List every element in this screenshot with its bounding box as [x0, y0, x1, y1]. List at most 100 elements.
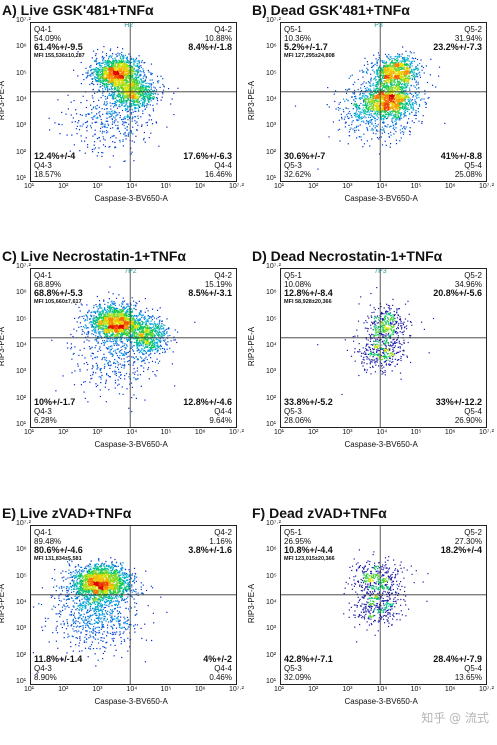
event-point — [88, 70, 89, 71]
event-point — [87, 125, 88, 126]
event-point — [360, 103, 361, 104]
event-point — [93, 51, 94, 52]
event-point — [396, 120, 397, 121]
event-point — [110, 61, 111, 62]
event-point — [373, 90, 374, 91]
event-point — [116, 63, 117, 64]
event-point — [362, 70, 363, 71]
event-point — [363, 101, 364, 102]
event-point — [114, 112, 115, 113]
event-point — [416, 68, 417, 69]
event-point — [416, 81, 417, 82]
event-point — [417, 76, 418, 77]
event-point — [403, 69, 404, 70]
event-point — [102, 93, 103, 94]
event-point — [162, 78, 163, 79]
event-point — [81, 83, 82, 84]
event-point — [329, 106, 330, 107]
event-point — [390, 108, 391, 109]
event-point — [128, 62, 129, 63]
event-point — [401, 88, 402, 89]
event-point — [346, 114, 347, 115]
event-point — [147, 95, 148, 96]
event-point — [370, 122, 371, 123]
event-point — [132, 100, 133, 101]
event-point — [112, 53, 113, 54]
event-point — [359, 113, 360, 114]
event-point — [419, 105, 420, 106]
event-point — [153, 82, 154, 83]
event-point — [86, 137, 87, 138]
event-point — [401, 63, 402, 64]
event-point — [104, 85, 105, 86]
event-point — [160, 87, 161, 88]
event-point — [122, 95, 123, 96]
event-point — [395, 79, 396, 80]
event-point — [148, 70, 149, 71]
event-point — [119, 55, 120, 56]
event-point — [383, 119, 384, 120]
event-point — [378, 52, 379, 53]
event-point — [367, 61, 368, 62]
event-point — [364, 96, 365, 97]
event-point — [114, 105, 115, 106]
event-point — [97, 74, 98, 75]
event-point — [108, 58, 109, 59]
event-point — [72, 122, 73, 123]
event-point — [92, 57, 93, 58]
event-point — [409, 79, 410, 80]
event-point — [118, 69, 119, 70]
event-point — [142, 60, 143, 61]
event-point — [417, 65, 418, 66]
event-point — [140, 90, 141, 91]
event-point — [406, 70, 407, 71]
event-point — [116, 66, 117, 67]
event-point — [375, 120, 376, 121]
event-point — [390, 81, 391, 82]
event-point — [133, 67, 134, 68]
event-point — [131, 132, 132, 133]
event-point — [148, 89, 149, 90]
event-point — [103, 138, 104, 139]
event-point — [85, 68, 86, 69]
event-point — [152, 93, 153, 94]
event-point — [144, 106, 145, 107]
event-point — [420, 60, 421, 61]
event-point — [111, 75, 112, 76]
event-point — [117, 125, 118, 126]
event-point — [89, 114, 90, 115]
event-point — [100, 140, 101, 141]
event-point — [162, 84, 163, 85]
event-point — [422, 121, 423, 122]
event-point — [98, 100, 99, 101]
event-point — [125, 73, 126, 74]
event-point — [409, 55, 410, 56]
event-point — [391, 113, 392, 114]
event-point — [148, 92, 149, 93]
event-point — [81, 140, 82, 141]
event-point — [124, 61, 125, 62]
event-point — [135, 107, 136, 108]
event-point — [128, 69, 129, 70]
event-point — [393, 78, 394, 79]
event-point — [390, 93, 391, 94]
event-point — [118, 78, 119, 79]
event-point — [369, 112, 370, 113]
event-point — [387, 72, 388, 73]
event-point — [108, 74, 109, 75]
event-point — [127, 68, 128, 69]
event-point — [376, 130, 377, 131]
event-point — [365, 88, 366, 89]
event-point — [127, 73, 128, 74]
event-point — [338, 130, 339, 131]
event-point — [113, 66, 114, 67]
event-point — [123, 80, 124, 81]
event-point — [77, 122, 78, 123]
event-point — [114, 135, 115, 136]
event-point — [90, 74, 91, 75]
event-point — [386, 100, 387, 101]
event-points — [49, 46, 179, 168]
event-point — [149, 86, 150, 87]
event-point — [126, 80, 127, 81]
event-point — [399, 96, 400, 97]
